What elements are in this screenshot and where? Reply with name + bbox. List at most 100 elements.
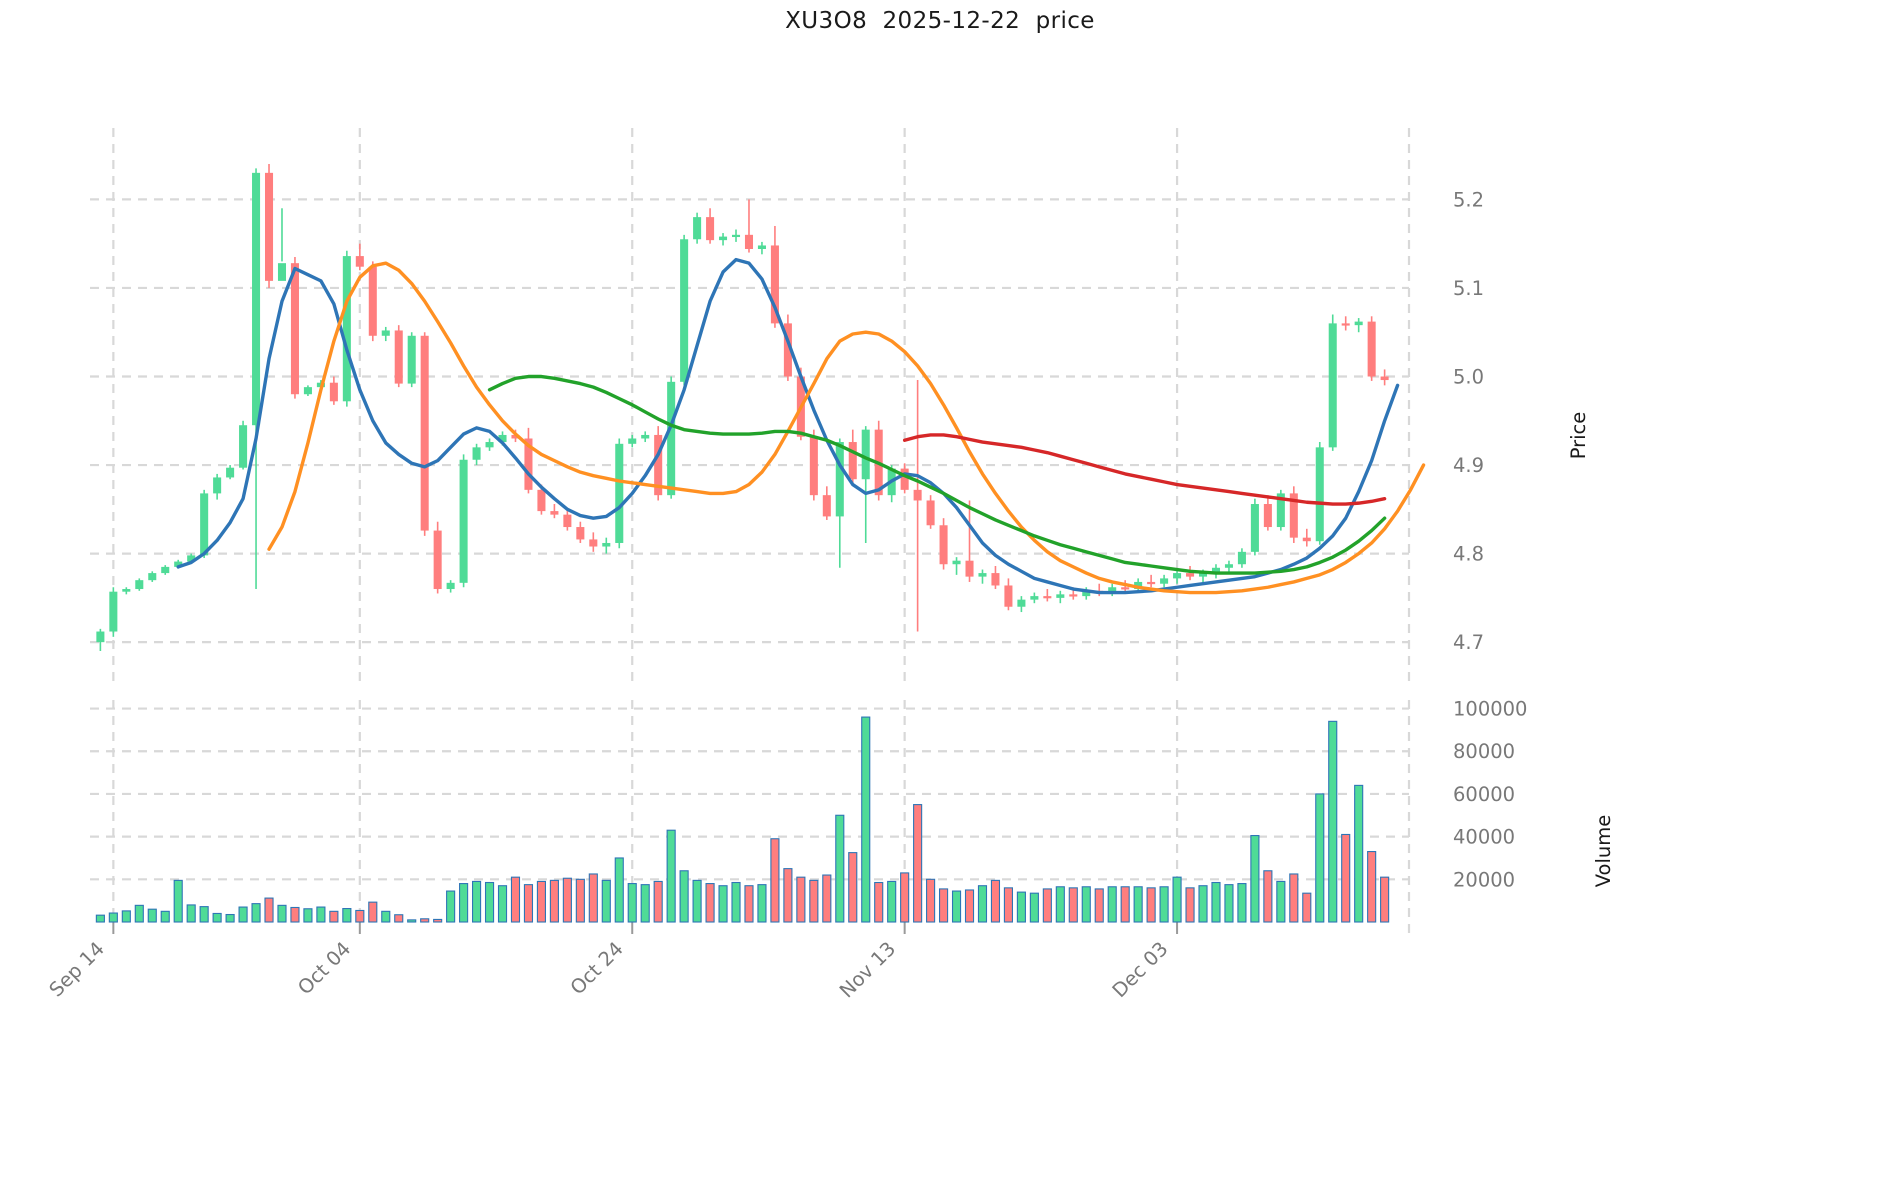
candle-body (226, 467, 235, 478)
volume-bar (290, 906, 300, 923)
candle-body (1043, 596, 1052, 599)
volume-bar (848, 852, 858, 923)
candle-body (459, 459, 468, 583)
price-tick-label: 5.1 (1453, 277, 1484, 300)
volume-bar (575, 878, 585, 923)
volume-bar (121, 910, 131, 923)
volume-bar (1211, 881, 1221, 923)
candle-body (1315, 447, 1324, 542)
volume-bar (874, 881, 884, 923)
candle-body (913, 489, 922, 501)
candle-body (706, 217, 715, 241)
candle-body (770, 245, 779, 324)
candle-body (744, 234, 754, 249)
volume-bar (1250, 834, 1260, 923)
candle-body (693, 217, 702, 240)
x-tick-label: Oct 04 (293, 937, 355, 999)
candle-body (96, 631, 105, 643)
volume-bar (1237, 883, 1247, 923)
candle-body (952, 560, 961, 565)
candle-body (277, 263, 287, 281)
candle-body (200, 493, 209, 556)
volume-bar (718, 885, 728, 923)
candle-body (1056, 594, 1065, 598)
volume-bar (951, 890, 962, 923)
candle-body (1380, 376, 1389, 381)
candle-body (822, 495, 831, 517)
volume-bar (459, 883, 469, 923)
candle-body (148, 573, 157, 581)
candle-body (731, 234, 741, 238)
volume-tick-label: 60000 (1453, 783, 1515, 806)
volume-bar (225, 913, 235, 923)
volume-bar (1016, 891, 1026, 923)
volume-bar (368, 901, 378, 923)
volume-tick-label: 40000 (1453, 826, 1515, 849)
x-tick-label: Oct 24 (566, 937, 628, 999)
candle-body (563, 514, 572, 528)
volume-bar (549, 879, 559, 923)
candle-body (381, 330, 390, 336)
volume-bar (835, 814, 845, 923)
candle-body (264, 172, 274, 281)
volume-bar (1315, 793, 1325, 923)
candle-body (602, 542, 611, 547)
volume-bar (990, 879, 1001, 923)
moving-average-lines (176, 257, 1426, 595)
volume-bar (1029, 892, 1039, 923)
candle-body (1069, 594, 1078, 597)
volume-bar (394, 914, 404, 923)
volume-bar (705, 883, 715, 923)
volume-bar (471, 880, 482, 923)
volume-bar (160, 910, 170, 923)
candle-body (1367, 321, 1376, 377)
volume-bar (1341, 833, 1351, 923)
volume-bar (1289, 873, 1299, 923)
candle-body (485, 442, 494, 448)
candle-body (900, 468, 909, 490)
candle-body (1134, 581, 1143, 590)
volume-bar (303, 908, 313, 923)
volume-bar (627, 883, 637, 923)
candle-body (1160, 578, 1169, 584)
candle-body (1341, 323, 1350, 326)
ma-line-ma_mid (267, 261, 1426, 595)
volume-bar (783, 868, 793, 923)
volume-bar (1185, 887, 1195, 923)
candle-body (1211, 567, 1221, 574)
candle-body (978, 573, 987, 577)
volume-bar (147, 908, 157, 923)
candle-body (122, 589, 131, 592)
candle-body (926, 500, 935, 526)
volume-bar (420, 918, 430, 923)
volume-bar (407, 919, 417, 923)
volume-bar (1367, 851, 1377, 923)
volume-bar (251, 903, 261, 923)
candle-body (589, 539, 598, 547)
volume-bar (355, 909, 365, 923)
volume-series (95, 716, 1390, 923)
volume-bar (666, 829, 676, 923)
ma-line-ma_long (487, 374, 1387, 575)
volume-bar (614, 857, 624, 923)
volume-bar (653, 880, 663, 923)
price-tick-label: 5.2 (1453, 188, 1484, 211)
candle-body (1354, 321, 1363, 326)
candle-body (1250, 504, 1259, 552)
candle-body (109, 591, 118, 632)
volume-bar (536, 880, 547, 923)
price-tick-label: 4.7 (1453, 631, 1484, 654)
candle-body (290, 263, 299, 395)
volume-bar (446, 890, 456, 923)
volume-tick-label: 20000 (1453, 868, 1515, 891)
volume-bar (173, 879, 183, 923)
volume-bar (1094, 888, 1104, 923)
candle-body (303, 387, 312, 395)
candle-body (654, 434, 663, 496)
candle-body (965, 560, 974, 577)
volume-bar (679, 870, 689, 923)
volume-bar (977, 885, 988, 923)
candle-body (355, 256, 364, 267)
volume-bar (1159, 886, 1169, 923)
